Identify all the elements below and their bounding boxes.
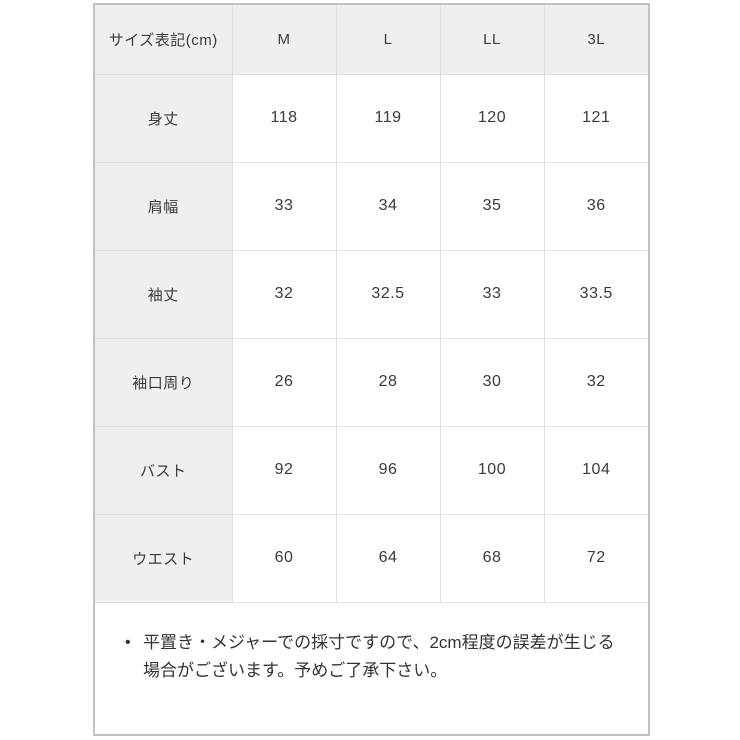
cell-value: 72: [543, 513, 650, 603]
table-row-bust: バスト 92 96 100 104: [93, 425, 650, 515]
header-size-notation: サイズ表記(cm): [93, 3, 233, 75]
cell-value: 92: [231, 425, 337, 515]
bullet-icon: •: [125, 633, 131, 651]
cell-value: 64: [335, 513, 441, 603]
table-row-sleeve-length: 袖丈 32 32.5 33 33.5: [93, 249, 650, 339]
cell-value: 118: [231, 73, 337, 163]
cell-value: 60: [231, 513, 337, 603]
cell-value: 96: [335, 425, 441, 515]
row-label-sleeve-length: 袖丈: [93, 249, 233, 339]
note-text: 平置き・メジャーでの採寸ですので、2cm程度の誤差が生じる場合がございます。予め…: [143, 632, 615, 680]
row-label-bust: バスト: [93, 425, 233, 515]
cell-value: 104: [543, 425, 650, 515]
cell-value: 36: [543, 161, 650, 251]
table-row-body-length: 身丈 118 119 120 121: [93, 73, 650, 163]
cell-value: 33: [439, 249, 545, 339]
cell-value: 33.5: [543, 249, 650, 339]
cell-value: 120: [439, 73, 545, 163]
header-size-3l: 3L: [543, 3, 650, 75]
note-cell: • 平置き・メジャーでの採寸ですので、2cm程度の誤差が生じる場合がございます。…: [93, 601, 650, 736]
table-header-row: サイズ表記(cm) M L LL 3L: [93, 3, 650, 75]
cell-value: 100: [439, 425, 545, 515]
cell-value: 32.5: [335, 249, 441, 339]
table-row-cuff-circumference: 袖口周り 26 28 30 32: [93, 337, 650, 427]
table-row-shoulder-width: 肩幅 33 34 35 36: [93, 161, 650, 251]
cell-value: 34: [335, 161, 441, 251]
cell-value: 121: [543, 73, 650, 163]
cell-value: 68: [439, 513, 545, 603]
table-row-waist: ウエスト 60 64 68 72: [93, 513, 650, 603]
row-label-body-length: 身丈: [93, 73, 233, 163]
header-size-ll: LL: [439, 3, 545, 75]
row-label-shoulder-width: 肩幅: [93, 161, 233, 251]
row-label-waist: ウエスト: [93, 513, 233, 603]
cell-value: 26: [231, 337, 337, 427]
cell-value: 35: [439, 161, 545, 251]
row-label-cuff-circumference: 袖口周り: [93, 337, 233, 427]
cell-value: 119: [335, 73, 441, 163]
size-chart-table: サイズ表記(cm) M L LL 3L 身丈 118 119 120 121 肩…: [93, 3, 650, 736]
cell-value: 33: [231, 161, 337, 251]
cell-value: 30: [439, 337, 545, 427]
cell-value: 32: [231, 249, 337, 339]
cell-value: 28: [335, 337, 441, 427]
measurement-disclaimer: • 平置き・メジャーでの採寸ですので、2cm程度の誤差が生じる場合がございます。…: [95, 603, 648, 685]
table-note-row: • 平置き・メジャーでの採寸ですので、2cm程度の誤差が生じる場合がございます。…: [93, 601, 650, 736]
cell-value: 32: [543, 337, 650, 427]
header-size-m: M: [231, 3, 337, 75]
header-size-l: L: [335, 3, 441, 75]
